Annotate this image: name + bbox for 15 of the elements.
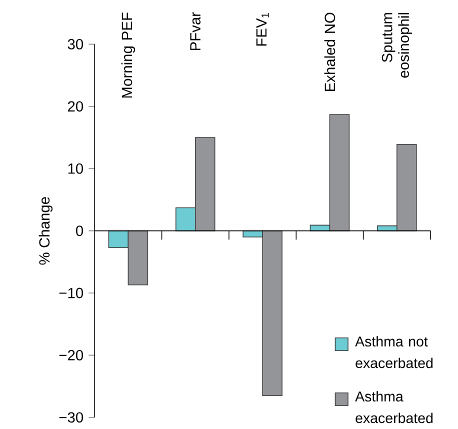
legend-label: Asthma exacerbated [355, 390, 433, 424]
y-tick-label: 20 [68, 101, 84, 112]
y-tick-label: 30 [68, 38, 84, 50]
y-tick-label: −20 [59, 350, 84, 360]
x-tick-label: FEV$_{1}$ [256, 12, 269, 46]
x-tick-label: Exhaled NO [324, 12, 336, 91]
y-tick-label: −10 [59, 288, 84, 298]
legend-label: Asthma not exacerbated [355, 336, 433, 368]
y-tick-label: 10 [68, 163, 84, 174]
x-tick-label: Sputum eosinophil [382, 12, 412, 78]
x-tick-label: PFvar [190, 12, 201, 50]
y-axis-title: % Change [38, 196, 53, 265]
y-tick-label: 0 [76, 225, 84, 236]
y-tick-label: −30 [59, 412, 84, 423]
x-tick-label: Morning PEF [121, 12, 136, 98]
